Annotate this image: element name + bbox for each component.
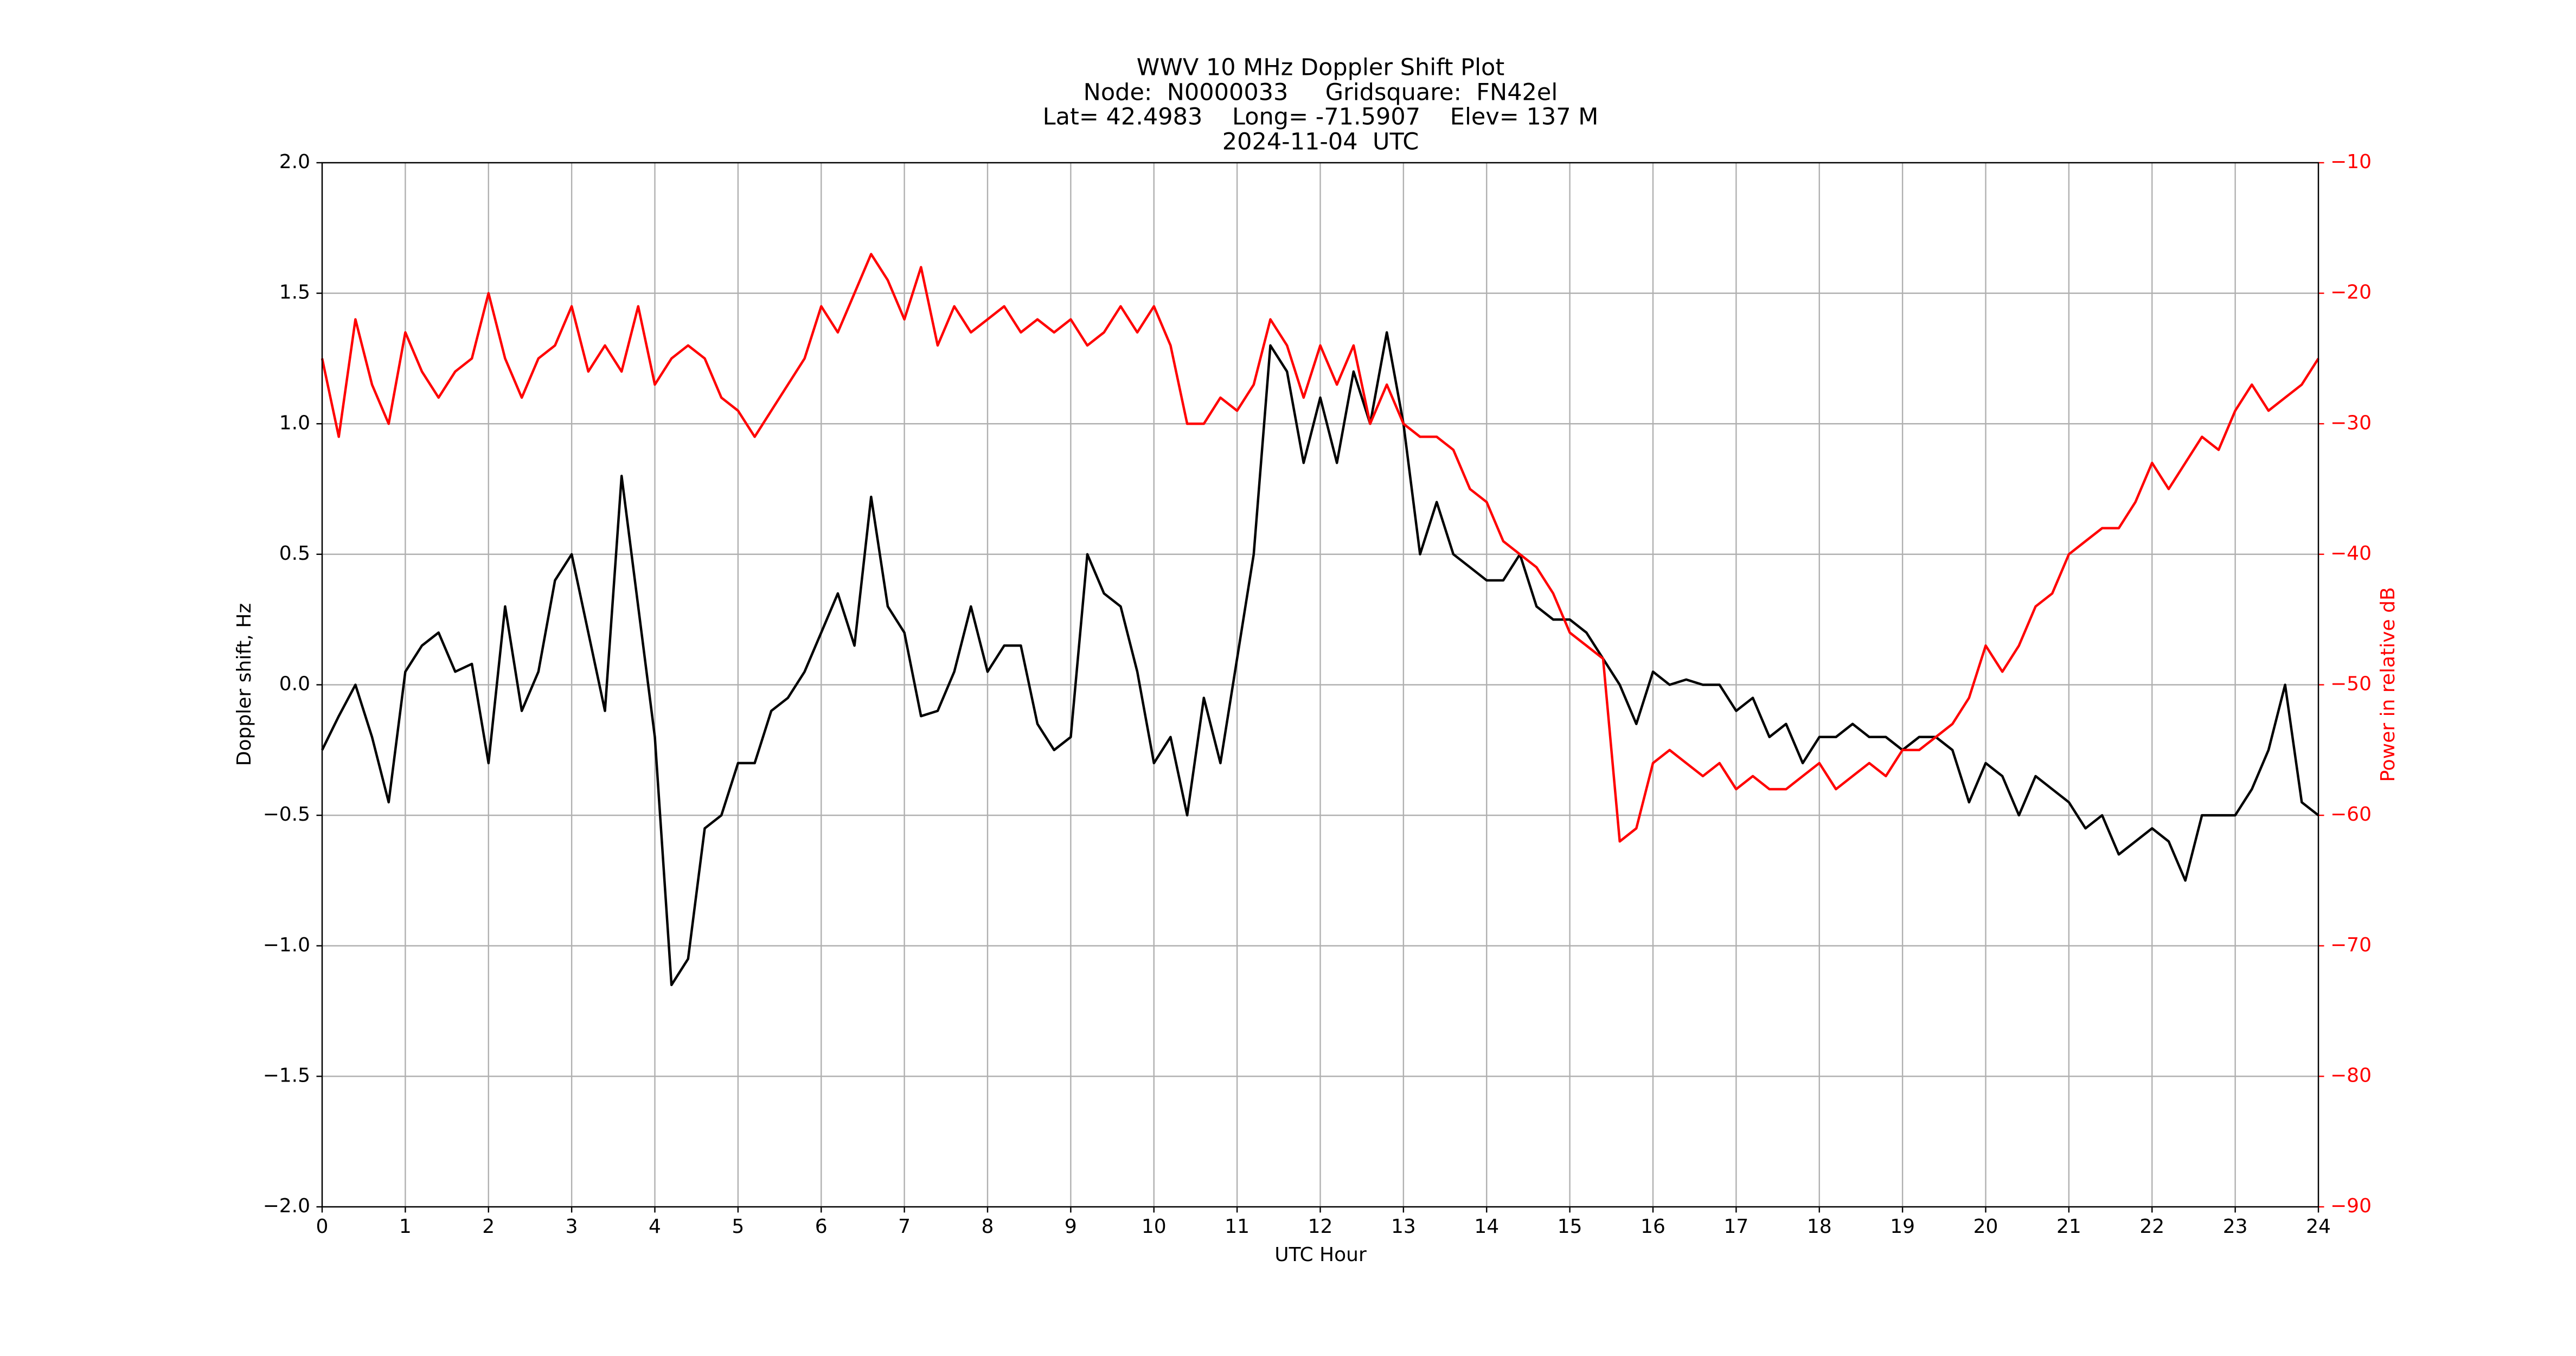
- chart-subtitle: Node: N0000033 Gridsquare: FN42el: [1084, 79, 1558, 106]
- y2-tick-label: −10: [2330, 151, 2372, 173]
- x-tick-label: 2: [482, 1216, 495, 1238]
- y-tick-label: 0.5: [279, 542, 310, 565]
- chart-subtitle: Lat= 42.4983 Long= -71.5907 Elev= 137 M: [1043, 104, 1599, 131]
- x-tick-label: 8: [982, 1216, 994, 1238]
- chart-subtitle: 2024-11-04 UTC: [1222, 129, 1419, 156]
- x-tick-label: 14: [1474, 1216, 1499, 1238]
- data-line: [321, 253, 2319, 843]
- y2-tick-label: −80: [2330, 1064, 2372, 1086]
- y-tick-label: 2.0: [279, 151, 310, 173]
- x-tick-label: 18: [1807, 1216, 1832, 1238]
- plot-frame: [321, 162, 2319, 1208]
- x-tick-label: 0: [316, 1216, 329, 1238]
- x-tick-label: 21: [2056, 1216, 2081, 1238]
- x-tick-label: 13: [1391, 1216, 1416, 1238]
- x-tick-label: 4: [649, 1216, 661, 1238]
- x-tick-label: 9: [1065, 1216, 1077, 1238]
- y-tick-label: −0.5: [263, 803, 310, 826]
- x-tick-label: 22: [2139, 1216, 2164, 1238]
- x-tick-label: 20: [1973, 1216, 1998, 1238]
- x-tick-label: 16: [1641, 1216, 1665, 1238]
- chart-title: WWV 10 MHz Doppler Shift Plot: [1137, 54, 1504, 81]
- data-line: [321, 331, 2319, 987]
- x-tick-label: 3: [566, 1216, 578, 1238]
- y-tick-label: −1.0: [263, 934, 310, 956]
- x-tick-label: 24: [2306, 1216, 2331, 1238]
- y2-tick-label: −90: [2330, 1195, 2372, 1217]
- y-tick-label: −2.0: [263, 1195, 310, 1217]
- x-tick-label: 6: [815, 1216, 828, 1238]
- y2-tick-label: −20: [2330, 282, 2372, 304]
- x-tick-label: 17: [1723, 1216, 1748, 1238]
- x-axis-label: UTC Hour: [1274, 1244, 1367, 1266]
- x-tick-label: 23: [2223, 1216, 2248, 1238]
- y2-tick-label: −40: [2330, 542, 2372, 565]
- y-tick-label: −1.5: [263, 1064, 310, 1086]
- x-tick-label: 5: [732, 1216, 744, 1238]
- y-axis-label: Doppler shift, Hz: [233, 603, 255, 766]
- y2-axis-label: Power in relative dB: [2377, 587, 2399, 782]
- y2-tick-label: −60: [2330, 803, 2372, 826]
- x-tick-label: 1: [399, 1216, 412, 1238]
- x-tick-label: 10: [1142, 1216, 1167, 1238]
- y-tick-label: 0.0: [279, 673, 310, 695]
- x-tick-label: 11: [1225, 1216, 1249, 1238]
- x-tick-label: 19: [1890, 1216, 1915, 1238]
- x-tick-label: 12: [1308, 1216, 1333, 1238]
- y2-tick-label: −30: [2330, 412, 2372, 434]
- x-tick-label: 15: [1558, 1216, 1582, 1238]
- x-tick-label: 7: [898, 1216, 911, 1238]
- y-tick-label: 1.0: [279, 412, 310, 434]
- y-tick-label: 1.5: [279, 282, 310, 304]
- y2-tick-label: −50: [2330, 673, 2372, 695]
- y2-tick-label: −70: [2330, 934, 2372, 956]
